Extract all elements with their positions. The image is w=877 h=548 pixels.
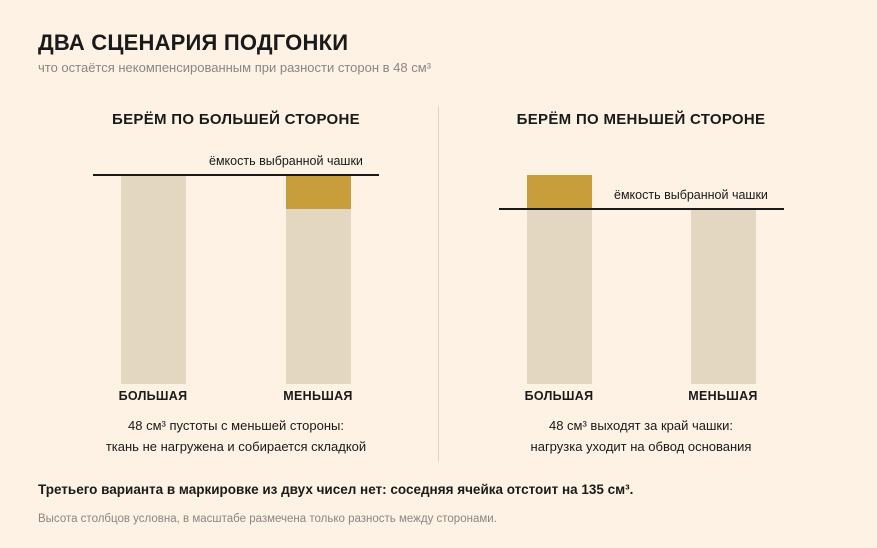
footnote-text: Высота столбцов условна, в масштабе разм… <box>38 513 497 525</box>
page-subtitle: что остаётся некомпенсированным при разн… <box>38 60 432 75</box>
bar-larger <box>121 175 186 384</box>
panel-divider <box>438 106 439 462</box>
capacity-line <box>93 174 379 176</box>
conclusion-text: Третьего варианта в маркировке из двух ч… <box>38 482 634 497</box>
panel-right-caption-line2: нагрузка уходит на обвод основания <box>530 439 752 454</box>
panel-right-bar-label-larger: БОЛЬШАЯ <box>524 389 594 403</box>
panel-left-capacity-label: ёмкость выбранной чашки <box>209 154 363 168</box>
panel-left-bar-label-larger: БОЛЬШАЯ <box>118 389 188 403</box>
page-title: ДВА СЦЕНАРИЯ ПОДГОНКИ <box>38 30 349 55</box>
panel-left-heading: БЕРЁМ ПО БОЛЬШЕЙ СТОРОНЕ <box>112 111 360 128</box>
panel-left-caption: 48 см³ пустоты с меньшей стороны: ткань … <box>46 415 426 457</box>
panel-right-caption-line1: 48 см³ выходят за край чашки: <box>548 418 733 433</box>
panel-right-caption: 48 см³ выходят за край чашки: нагрузка у… <box>451 415 831 457</box>
bar-smaller <box>286 209 351 384</box>
difference-segment <box>527 175 592 209</box>
panel-left-caption-line1: 48 см³ пустоты с меньшей стороны: <box>128 418 344 433</box>
panel-right-heading: БЕРЁМ ПО МЕНЬШЕЙ СТОРОНЕ <box>516 111 766 128</box>
bar-smaller <box>691 209 756 384</box>
panel-right-bar-label-smaller: МЕНЬШАЯ <box>688 389 758 403</box>
panel-left-bar-label-smaller: МЕНЬШАЯ <box>283 389 353 403</box>
capacity-line <box>499 208 784 210</box>
bar-larger <box>527 175 592 384</box>
panel-right-capacity-label: ёмкость выбранной чашки <box>614 188 768 202</box>
difference-segment <box>286 175 351 209</box>
panel-left-caption-line2: ткань не нагружена и собирается складкой <box>105 439 367 454</box>
